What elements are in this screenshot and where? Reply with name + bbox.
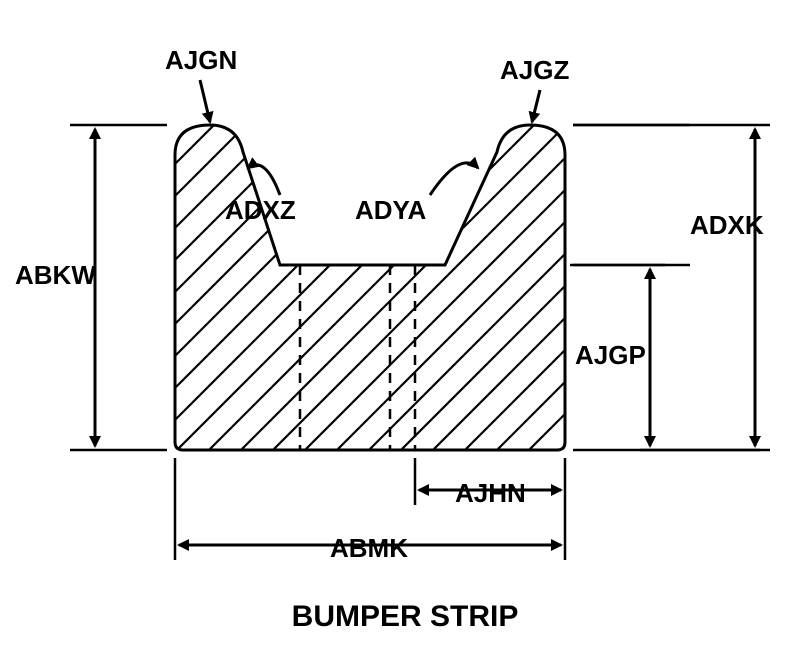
label-abkw: ABKW [15, 260, 96, 291]
hatch-fill [0, 0, 810, 500]
label-ajgp: AJGP [575, 340, 646, 371]
label-adxk: ADXK [690, 210, 764, 241]
label-ajgz: AJGZ [500, 55, 569, 86]
label-ajhn: AJHN [455, 478, 526, 509]
label-abmk: ABMK [330, 533, 408, 564]
label-adya: ADYA [355, 195, 426, 226]
label-adxz: ADXZ [225, 195, 296, 226]
label-ajgn: AJGN [165, 45, 237, 76]
diagram-title: BUMPER STRIP [0, 600, 810, 634]
